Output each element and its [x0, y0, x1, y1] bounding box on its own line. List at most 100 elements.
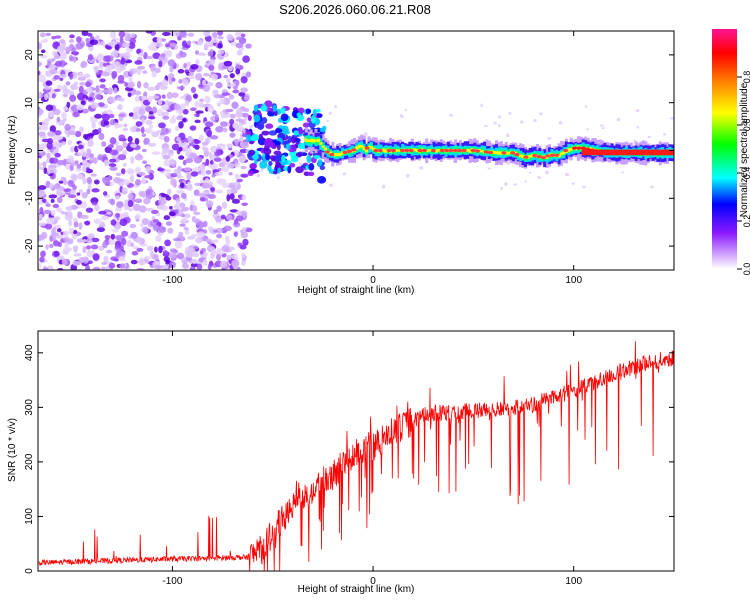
spectrogram-noise-cell — [211, 73, 218, 81]
spectrogram-band-cell — [514, 151, 518, 155]
spectrogram-noise-cell — [204, 62, 211, 67]
spectrogram-noise-cell — [180, 192, 187, 199]
spectrogram-noise-cell — [178, 121, 184, 129]
spectrogram-speck — [670, 117, 674, 120]
spectrogram-noise-cell — [69, 94, 77, 102]
spectrogram-noise-cell — [178, 231, 184, 237]
spectrogram-band-cell — [321, 145, 325, 148]
spectrogram-noise-cell — [178, 146, 183, 152]
spectrogram-noise-cell — [61, 258, 68, 266]
spectrogram-peak-cell — [443, 148, 450, 153]
spectrogram-noise-cell — [153, 264, 162, 270]
spectrogram-noise-cell — [96, 54, 104, 62]
spectrogram-noise-cell — [167, 227, 174, 234]
spectrogram-noise-cell — [135, 128, 141, 132]
spectrogram-noise-cell — [213, 209, 219, 215]
spectrogram-noise-cell — [192, 144, 198, 149]
spectrogram-noise-cell — [103, 255, 109, 263]
spectrogram-noise-cell — [56, 196, 63, 204]
spectrogram-noise-cell — [199, 196, 206, 202]
spectrogram-speck — [498, 115, 502, 119]
spectrogram-noise-cell — [195, 237, 204, 244]
spectrogram-peak-cell — [540, 156, 547, 160]
spectrogram-noise-cell — [50, 157, 59, 164]
spectrogram-noise-cell — [156, 36, 163, 44]
spectrogram-band-cell — [434, 149, 438, 153]
spectrogram-noise-cell — [102, 241, 108, 249]
spectrogram-noise-cell — [38, 74, 46, 83]
spectrogram-band-cell — [369, 146, 373, 149]
spectrogram-noise-cell — [66, 158, 75, 163]
spectrogram-speck — [500, 186, 503, 191]
spectrogram-speck — [663, 132, 667, 136]
spectrogram-speck — [564, 172, 570, 177]
spectrogram-noise-cell — [135, 178, 142, 186]
spectrogram-noise-cell — [98, 132, 105, 141]
spectrogram-noise-cell — [229, 118, 235, 126]
spectrogram-noise-cell — [93, 179, 100, 185]
spectrogram-noise-cell — [63, 236, 70, 243]
spectrogram-noise-cell — [245, 71, 252, 78]
spectrogram-noise-cell — [207, 41, 214, 48]
spectrogram-noise-cell — [128, 42, 136, 49]
spectrogram-noise-cell — [67, 194, 77, 199]
spectrogram-speck — [506, 162, 511, 165]
spectrogram-noise-cell — [101, 89, 111, 94]
spectrogram-noise-cell — [39, 32, 46, 38]
spectrogram-noise-cell — [141, 148, 147, 153]
spectrogram-noise-cell — [240, 141, 249, 149]
spectrogram-cluster-cell — [285, 143, 291, 150]
spectrogram-noise-cell — [146, 106, 153, 113]
spectrogram-noise-cell — [101, 71, 110, 77]
spectrogram-speck — [585, 128, 590, 131]
spectrogram-speck — [399, 115, 404, 118]
spectrogram-peak-cell — [501, 151, 507, 155]
spectrogram-noise-cell — [229, 193, 235, 200]
spectrogram-noise-cell — [109, 182, 115, 187]
spectrogram-noise-cell — [207, 263, 212, 270]
spectrogram-noise-cell — [56, 159, 65, 166]
spectrogram-noise-cell — [39, 206, 44, 215]
spectrogram-noise-cell — [234, 173, 240, 180]
spectrogram-noise-cell — [189, 125, 197, 131]
spectrogram-noise-cell — [230, 187, 238, 195]
spectrogram-noise-cell — [225, 79, 231, 84]
spectrogram-noise-cell — [161, 94, 166, 99]
spectrogram-cluster-cell — [247, 114, 252, 122]
spectrogram-noise-cell — [127, 135, 133, 143]
spectrogram-noise-cell — [234, 150, 239, 157]
spectrogram-noise-cell — [68, 130, 77, 136]
spectrogram-noise-cell — [64, 242, 69, 249]
spectrogram-noise-cell — [239, 157, 245, 164]
spectrogram-cluster-cell — [275, 161, 282, 169]
spectrogram-noise-cell — [84, 221, 90, 226]
spectrogram-noise-cell — [207, 194, 216, 199]
spectrogram-cluster-cell — [247, 170, 254, 177]
spectrogram-noise-cell — [242, 238, 249, 246]
spectrogram-noise-cell — [130, 231, 138, 239]
spectrogram-cluster-cell — [272, 104, 277, 112]
spectrogram-noise-cell — [211, 174, 216, 178]
spectrogram-noise-cell — [76, 36, 82, 43]
spectrogram-noise-cell — [231, 259, 240, 267]
spectrogram-noise-cell — [134, 90, 142, 96]
spectrogram-band-cell — [324, 147, 328, 151]
spectrogram-noise-cell — [38, 189, 46, 197]
spectrogram-speck — [558, 120, 563, 125]
spectrogram-speck — [277, 176, 280, 180]
spectrogram-noise-cell — [72, 245, 79, 251]
spectrogram-noise-cell — [131, 250, 139, 256]
spectrogram-peak-cell — [351, 148, 357, 152]
spectrogram-speck — [616, 117, 621, 122]
spectrogram-noise-cell — [78, 72, 84, 78]
spectrogram-cluster-cell — [319, 165, 326, 170]
spectrogram-band-cell — [528, 155, 532, 158]
spectrogram-noise-cell — [58, 139, 63, 143]
colorbar-ticks: 0.0 0.2 0.4 0.6 0.8 — [737, 71, 750, 275]
spectrogram-speck — [635, 108, 640, 113]
spectrogram-noise-cell — [142, 96, 147, 101]
spectrogram-noise-cell — [241, 194, 247, 201]
spectrogram-noise-cell — [62, 93, 68, 98]
spectrogram-noise-cell — [43, 209, 52, 215]
spectrogram-peak-cell — [452, 148, 458, 153]
